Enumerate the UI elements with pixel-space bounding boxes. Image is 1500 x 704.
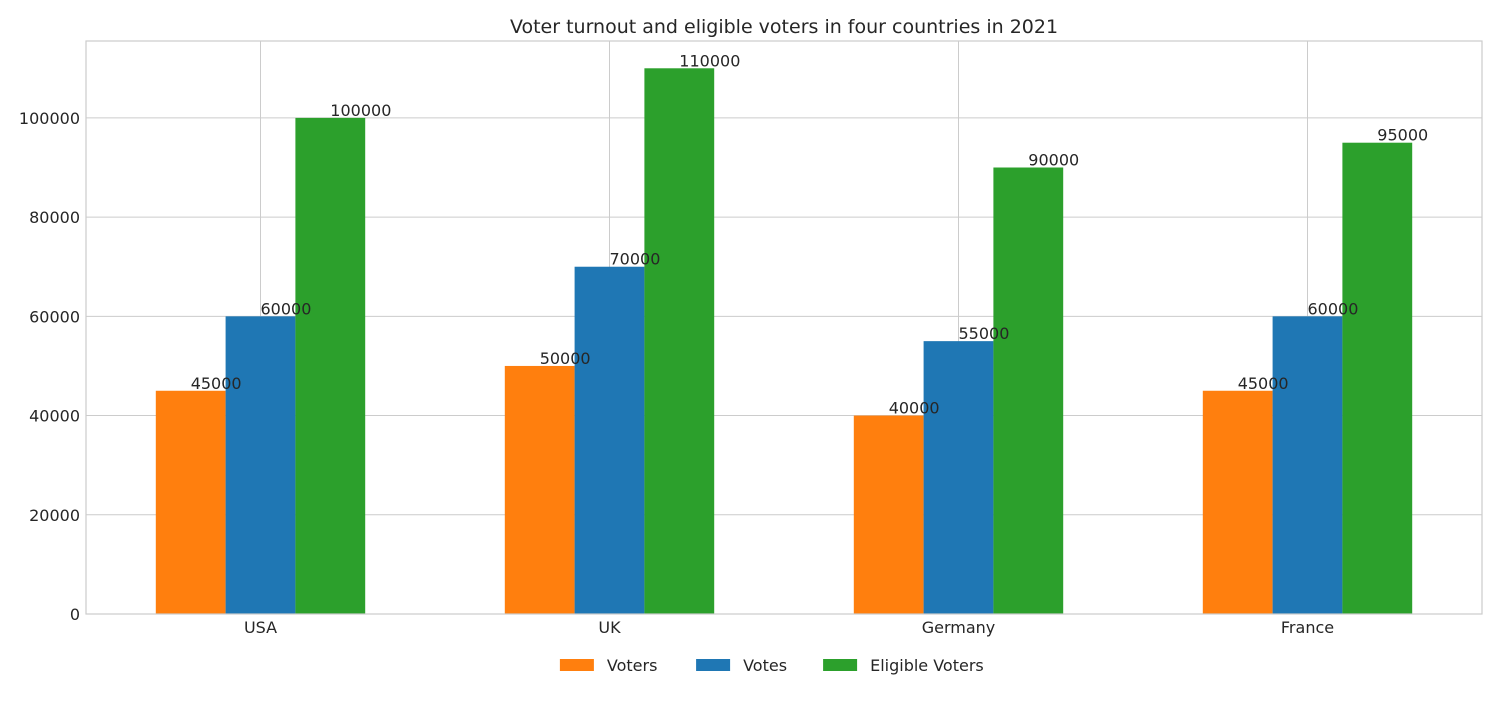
bar-eligible-voters <box>1342 142 1413 614</box>
legend-label: Votes <box>743 656 787 675</box>
bar-value-label: 60000 <box>1308 299 1359 318</box>
bar-value-label: 45000 <box>1238 374 1289 393</box>
bars <box>155 68 1413 615</box>
bar-value-label: 95000 <box>1377 126 1428 145</box>
y-tick-label: 80000 <box>29 208 80 227</box>
bar-voters <box>1202 390 1273 614</box>
legend-label: Eligible Voters <box>870 656 984 675</box>
legend-item: Voters <box>559 656 658 675</box>
bar-value-label: 50000 <box>540 349 591 368</box>
bar-votes <box>1272 316 1343 614</box>
legend-item: Eligible Voters <box>823 656 984 675</box>
bar-voters <box>504 365 575 614</box>
plot-frame <box>85 40 1483 615</box>
y-tick-label: 0 <box>70 605 80 624</box>
bar-value-label: 60000 <box>261 299 312 318</box>
y-tick-label: 100000 <box>19 109 80 128</box>
legend-swatch <box>559 659 594 671</box>
bar-value-label: 55000 <box>959 324 1010 343</box>
legend-swatch <box>823 659 858 671</box>
chart-title: Voter turnout and eligible voters in fou… <box>510 16 1058 38</box>
x-tick-label: Germany <box>922 618 996 637</box>
bar-value-label: 40000 <box>889 399 940 418</box>
bar-eligible-voters <box>295 117 366 614</box>
bar-votes <box>225 316 296 614</box>
bar-votes <box>574 266 645 614</box>
y-tick-label: 40000 <box>29 407 80 426</box>
legend-item: Votes <box>696 656 787 675</box>
bar-value-label: 90000 <box>1028 151 1079 170</box>
bar-value-label: 100000 <box>330 101 391 120</box>
x-tick-label: France <box>1281 618 1334 637</box>
legend: Voters Votes Eligible Voters <box>559 656 984 675</box>
bar-value-label: 110000 <box>679 51 740 70</box>
x-tick-label: UK <box>598 618 621 637</box>
bar-eligible-voters <box>993 167 1064 614</box>
bar-voters <box>155 390 226 614</box>
legend-swatch <box>696 659 731 671</box>
y-tick-label: 20000 <box>29 506 80 525</box>
bar-value-label: 70000 <box>610 250 661 269</box>
axes: 0 20000 40000 60000 80000 100000 USA UK Germany F… <box>19 109 1334 637</box>
bar-voters <box>853 415 924 614</box>
bar-votes <box>923 341 994 614</box>
legend-label: Voters <box>607 656 658 675</box>
bar-eligible-voters <box>644 68 715 615</box>
data-labels: 45000 50000 40000 45000 60000 70000 55000 60000… <box>191 51 1429 417</box>
x-tick-label: USA <box>244 618 277 637</box>
y-tick-label: 60000 <box>29 307 80 326</box>
bar-value-label: 45000 <box>191 374 242 393</box>
